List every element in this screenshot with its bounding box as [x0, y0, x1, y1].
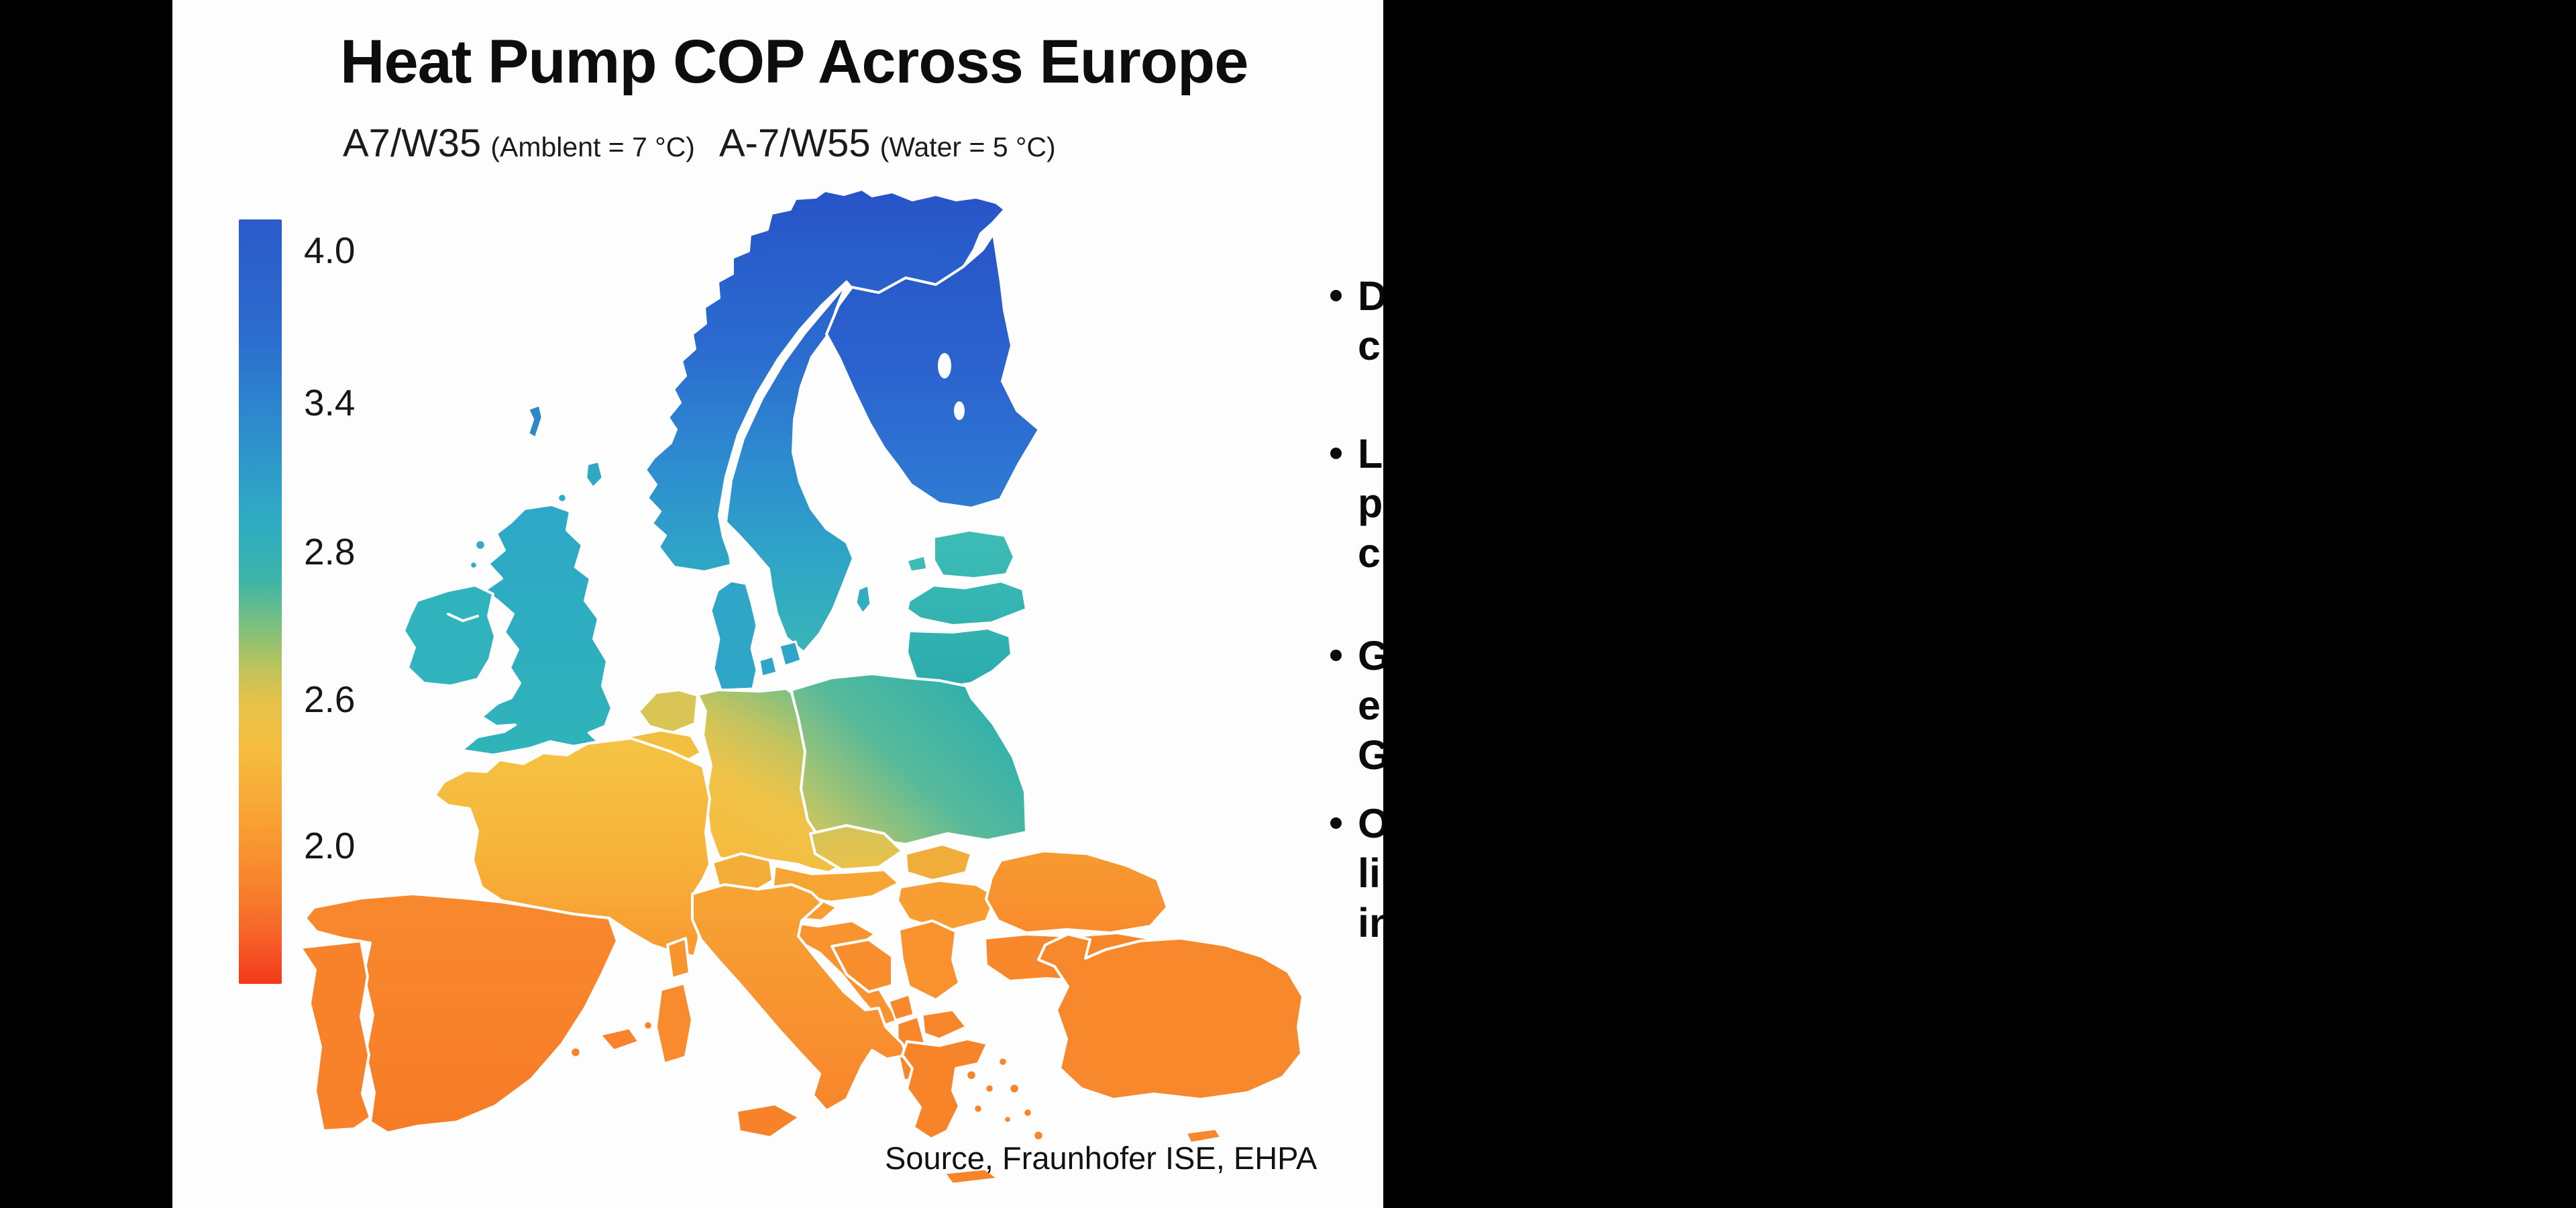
bullet-dot: [1330, 290, 1342, 301]
island-corsica: [666, 937, 691, 980]
bullet-item-4: O li in: [1330, 799, 1383, 948]
country-sweden: [724, 282, 855, 654]
island-saaremaa: [906, 554, 928, 573]
bullet-item-3: G e G: [1330, 631, 1383, 780]
country-estonia: [932, 529, 1016, 580]
island-sicily: [735, 1103, 801, 1139]
country-north-macedonia: [921, 1009, 967, 1040]
country-turkey: [1037, 933, 1304, 1101]
island-ibiza: [570, 1046, 582, 1058]
scale-tick-2.0: 2.0: [304, 825, 356, 866]
country-denmark-funen: [758, 655, 778, 678]
source-note: Source, Fraunhofer ISE, EHPA: [885, 1140, 1318, 1176]
bullet-2-line-2: p: [1358, 481, 1383, 526]
bullet-dot: [1330, 650, 1342, 661]
aegean-island-specks: [965, 1056, 1044, 1142]
right-black-overlay: [1383, 0, 2576, 1208]
bullet-3-line-3: G: [1358, 732, 1383, 778]
island-orkney: [557, 493, 568, 503]
left-black-bar: [0, 0, 172, 1208]
bullet-dot: [1330, 448, 1342, 459]
europe-cop-map: [299, 188, 1304, 1185]
cop-color-scale: [239, 219, 282, 984]
country-denmark-zealand: [778, 640, 802, 667]
subtitle: A7/W35 (Amblent = 7 °C) A-7/W55 (Water =…: [343, 121, 1056, 166]
country-czechia: [809, 824, 904, 871]
condition-2-note: (Water = 5 °C): [879, 132, 1056, 162]
finland-lake: [938, 353, 951, 379]
scale-tick-2.6: 2.6: [304, 678, 356, 720]
country-greece: [901, 1038, 989, 1140]
bullet-1-line-1: D: [1358, 273, 1383, 319]
border-northern-ireland: [447, 613, 479, 622]
bullet-4-line-3: in: [1358, 900, 1383, 946]
country-ireland: [402, 584, 496, 687]
country-portugal: [299, 940, 372, 1132]
bullet-2-line-3: c: [1358, 530, 1381, 576]
island-mallorca: [599, 1027, 640, 1052]
finland-lake: [954, 401, 965, 420]
bullet-1-line-2: c: [1358, 323, 1381, 368]
bullet-dot: [1330, 817, 1342, 829]
page-title: Heat Pump COP Across Europe: [340, 28, 1248, 96]
country-romania: [985, 850, 1169, 934]
country-denmark: [710, 580, 758, 691]
country-netherlands: [637, 689, 699, 734]
scale-tick-3.4: 3.4: [304, 382, 356, 423]
country-norway: [644, 188, 1006, 573]
island-hebrides: [474, 539, 486, 551]
bullet-3-line-1: G: [1358, 633, 1383, 678]
infographic-panel: Heat Pump COP Across Europe A7/W35 (Ambl…: [172, 0, 1383, 1208]
bullet-item-2: L p c: [1330, 429, 1383, 578]
island-cyprus: [1185, 1127, 1222, 1144]
bullet-4-line-2: li: [1358, 850, 1381, 896]
condition-1-label: A7/W35: [343, 121, 482, 165]
country-spain: [304, 893, 619, 1134]
island-menorca: [643, 1020, 653, 1031]
country-hungary: [896, 879, 998, 933]
country-italy: [691, 883, 908, 1112]
country-montenegro: [888, 993, 915, 1021]
country-latvia: [906, 580, 1028, 627]
bullet-item-1: D c: [1330, 271, 1383, 370]
condition-1-note: (Amblent = 7 °C): [490, 132, 695, 162]
country-slovakia: [904, 843, 973, 882]
country-bosnia: [830, 938, 894, 993]
country-poland: [790, 672, 1028, 846]
island-crete: [943, 1168, 1000, 1185]
scale-tick-2.8: 2.8: [304, 531, 356, 572]
country-finland: [825, 232, 1040, 509]
bullet-3-line-2: e: [1358, 683, 1381, 728]
island-shetland: [585, 460, 604, 489]
condition-2-label: A-7/W55: [718, 121, 871, 165]
scale-tick-4.0: 4.0: [304, 230, 356, 271]
country-serbia: [898, 919, 961, 1001]
island-faroe: [527, 404, 543, 439]
bullet-4-line-1: O: [1358, 801, 1383, 846]
island-hebrides: [469, 560, 478, 570]
bullet-2-line-1: L: [1358, 431, 1383, 476]
country-lithuania: [906, 627, 1013, 690]
island-sardinia: [655, 982, 694, 1065]
island-gotland: [855, 584, 872, 615]
